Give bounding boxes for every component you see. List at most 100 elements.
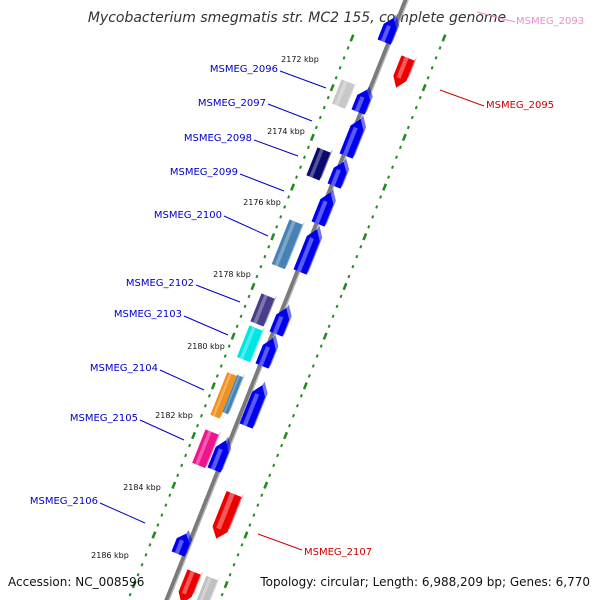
tick-mark (140, 563, 144, 567)
tick-mark (267, 244, 271, 249)
gene-bar-msmeg-2096[interactable] (331, 79, 357, 109)
gene-bar-msmeg-2098[interactable] (306, 147, 333, 181)
tick-mark (342, 282, 348, 291)
kbp-label: 2178 kbp (213, 270, 251, 279)
tick-mark (401, 133, 407, 142)
tick-mark (203, 403, 207, 408)
gene-label-msmeg-2105[interactable]: MSMEG_2105 (70, 413, 138, 424)
reverse-gene-arrow-msmeg-2095[interactable] (393, 55, 417, 88)
tick-mark (272, 463, 276, 468)
gene-label-msmeg-2095[interactable]: MSMEG_2095 (486, 100, 554, 111)
forward-gene-arrow[interactable] (207, 436, 232, 473)
tick-mark (268, 473, 272, 478)
tick-mark (136, 572, 140, 577)
tick-mark (302, 155, 306, 160)
tick-mark (227, 344, 231, 348)
tick-mark (406, 125, 410, 130)
tick-mark (375, 205, 379, 209)
forward-gene-arrow[interactable] (239, 381, 268, 429)
tick-mark (421, 83, 427, 92)
tick-mark (239, 314, 243, 319)
gene-bar-msmeg-2105[interactable] (192, 429, 221, 469)
kbp-label: 2174 kbp (267, 127, 305, 136)
gene-label-msmeg-2102[interactable]: MSMEG_2102 (126, 278, 194, 289)
tick-mark (434, 56, 438, 60)
reverse-gene-arrow[interactable] (178, 569, 203, 600)
tick-mark (387, 175, 391, 179)
forward-gene-arrow[interactable] (293, 225, 323, 275)
gene-bar-msmeg-2100[interactable] (271, 219, 305, 270)
tick-mark (430, 66, 434, 70)
tick-mark (382, 183, 388, 191)
tick-mark (180, 463, 184, 468)
tick-mark (307, 374, 311, 378)
forward-gene-arrow[interactable] (269, 304, 292, 337)
gene-label-msmeg-2103[interactable]: MSMEG_2103 (114, 309, 182, 320)
tick-mark (250, 282, 256, 291)
tick-mark (210, 382, 216, 390)
tick-mark (199, 413, 203, 418)
gene-bar-msmeg-2104-overlap[interactable] (222, 373, 246, 415)
reverse-gene-arrow-msmeg-2107[interactable] (212, 491, 244, 539)
tick-mark (322, 105, 326, 110)
accession-label: Accession: NC_008596 (8, 575, 144, 589)
tick-mark (255, 274, 259, 279)
tick-mark (334, 75, 338, 80)
forward-gene-arrow[interactable] (311, 188, 336, 227)
tick-mark (299, 394, 303, 398)
tick-mark (418, 95, 422, 100)
gene-label-msmeg-2096[interactable]: MSMEG_2096 (210, 64, 278, 75)
tick-mark (283, 431, 289, 440)
forward-gene-arrow[interactable] (255, 334, 279, 369)
tick-mark (295, 403, 299, 408)
tick-mark (263, 254, 267, 259)
gene-label-msmeg-2104[interactable]: MSMEG_2104 (90, 363, 158, 374)
forward-gene-arrow[interactable] (327, 158, 350, 189)
tick-mark (148, 543, 152, 547)
tick-mark (223, 354, 227, 358)
forward-gene-arrow[interactable] (351, 86, 373, 115)
tick-mark (230, 332, 236, 340)
tick-mark (339, 294, 343, 299)
tick-mark (144, 553, 148, 557)
tick-mark (151, 531, 157, 539)
tick-mark (223, 580, 229, 589)
gene-label-msmeg-2107[interactable]: MSMEG_2107 (304, 547, 372, 558)
gene-label-msmeg-2106[interactable]: MSMEG_2106 (30, 496, 98, 507)
tick-mark (171, 481, 177, 489)
gene-label-msmeg-2097[interactable]: MSMEG_2097 (198, 98, 266, 109)
tick-mark (299, 165, 302, 169)
forward-gene-arrow[interactable] (377, 14, 400, 45)
forward-gene-arrow[interactable] (171, 530, 193, 557)
tick-mark (349, 34, 355, 42)
tick-mark (243, 304, 247, 309)
tick-mark (236, 553, 240, 557)
tick-mark (232, 563, 236, 567)
forward-gene-arrow[interactable] (339, 115, 367, 159)
tick-mark (131, 580, 137, 589)
tick-mark (191, 431, 197, 440)
tick-mark (207, 394, 211, 398)
tick-mark (228, 572, 232, 577)
tick-mark (302, 382, 308, 390)
tick-mark (391, 165, 394, 169)
tick-mark (295, 175, 299, 179)
tick-mark (309, 133, 315, 142)
genome-summary: Topology: circular; Length: 6,988,209 bp… (259, 575, 590, 589)
genome-backbone (164, 0, 409, 600)
tick-mark (441, 34, 447, 42)
tick-mark (235, 324, 239, 329)
tick-mark (243, 531, 249, 539)
kbp-label: 2172 kbp (281, 55, 319, 64)
gene-bar[interactable] (195, 575, 221, 600)
tick-mark (276, 453, 280, 458)
gene-label-msmeg-2093[interactable]: MSMEG_2093 (516, 16, 584, 27)
gene-label-msmeg-2098[interactable]: MSMEG_2098 (184, 133, 252, 144)
gene-bar-msmeg-2103[interactable] (236, 325, 265, 363)
tick-mark (164, 503, 168, 507)
gene-label-msmeg-2099[interactable]: MSMEG_2099 (170, 167, 238, 178)
gene-label-msmeg-2100[interactable]: MSMEG_2100 (154, 210, 222, 221)
gene-bar-msmeg-2102[interactable] (250, 293, 277, 327)
tick-mark (326, 95, 330, 100)
